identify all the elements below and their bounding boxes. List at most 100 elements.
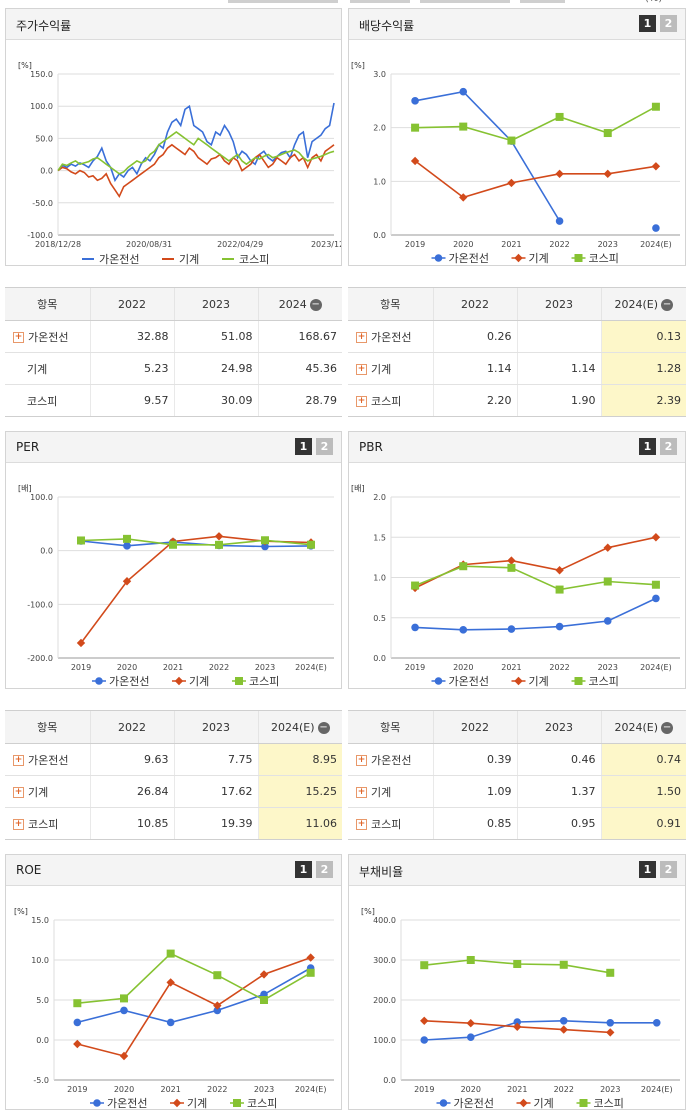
industry-point: [651, 533, 661, 542]
expand-icon[interactable]: +: [356, 332, 367, 343]
header-label: 항목: [37, 298, 58, 311]
roe-panel: ROE 1 2 [%] 15.0 10.0 5.0 0.0 -5.0 2019 2020 202…: [5, 854, 342, 1110]
collapse-icon[interactable]: −: [317, 721, 330, 734]
value-cell: 1.14: [432, 352, 517, 385]
collapse-icon[interactable]: −: [661, 298, 674, 311]
kospi-point: [603, 129, 612, 138]
expand-icon[interactable]: +: [13, 332, 24, 343]
header-label: 2023: [202, 297, 230, 311]
legend-label: 가온전선: [109, 675, 149, 688]
table-row: + 코스피 2.20 1.90 2.39: [348, 384, 686, 417]
x-tick-label: 2020: [453, 240, 473, 249]
y-tick-label: 200.0: [373, 996, 396, 1005]
legend-marker: [233, 1099, 241, 1107]
collapse-icon[interactable]: −: [309, 298, 322, 311]
row-label-cell: + 가온전선: [5, 320, 90, 353]
value-cell: 5.23: [89, 352, 174, 385]
company-point: [459, 87, 468, 96]
header-year: 2023: [173, 710, 258, 744]
expand-icon[interactable]: +: [356, 755, 367, 766]
y-tick-label: 100.0: [373, 1036, 396, 1045]
industry-point: [555, 566, 564, 575]
x-tick-label: 2024(E): [640, 663, 672, 672]
collapse-icon[interactable]: −: [661, 721, 674, 734]
top-stub-bar: [420, 0, 510, 3]
dividend-yield-table: 항목 2022 2023 2024(E) − + 가온전선 0.26 0.13 + 기계 1.14 1.…: [348, 287, 686, 417]
expand-icon[interactable]: +: [356, 396, 367, 407]
view-1-button[interactable]: 1: [639, 861, 656, 878]
value-cell: 15.25: [257, 775, 342, 808]
row-label: 가온전선: [28, 753, 69, 767]
industry-point: [420, 1016, 429, 1025]
y-tick-label: 400.0: [373, 916, 396, 925]
expand-icon[interactable]: +: [356, 787, 367, 798]
legend-label: 가온전선: [449, 675, 489, 688]
expand-icon[interactable]: +: [13, 787, 24, 798]
value-cell: 0.13: [600, 320, 686, 353]
roe-chart: [%]15.0 10.0 5.0 0.0 -5.0 2019 2020 2021 2022 202…: [14, 907, 334, 1110]
y-tick-label: -100.0: [27, 600, 53, 609]
row-label-cell: + 기계: [348, 775, 433, 808]
header-year: 2022: [89, 287, 174, 321]
x-tick-label: 2022: [209, 663, 229, 672]
expand-icon[interactable]: +: [13, 819, 24, 830]
x-tick-label: 2022: [207, 1085, 227, 1094]
x-tick-label: 2018/12/28: [35, 240, 81, 249]
view-1-button[interactable]: 1: [295, 438, 312, 455]
value-cell: 0.26: [432, 320, 517, 353]
view-1-button[interactable]: 1: [639, 438, 656, 455]
view-2-button[interactable]: 2: [316, 438, 333, 455]
header-label: 항목: [380, 721, 401, 734]
y-tick-label: 1.0: [373, 574, 386, 583]
y-tick-label: 0.0: [373, 231, 386, 240]
value-cell: 1.28: [600, 352, 686, 385]
panel-title: PER: [16, 440, 40, 454]
x-tick-label: 2022/04/29: [217, 240, 263, 249]
top-stub-bar: [228, 0, 338, 3]
table-row: + 가온전선 32.88 51.08 168.67: [5, 320, 342, 353]
legend-label: 가온전선: [454, 1097, 494, 1110]
kospi-point: [213, 971, 222, 980]
industry-point: [555, 169, 564, 179]
industry-point: [507, 178, 516, 188]
view-1-button[interactable]: 1: [639, 15, 656, 32]
industry-point: [166, 978, 175, 987]
company-point: [555, 217, 564, 225]
top-stub-label: (%): [645, 0, 662, 4]
pbr-table: 항목 2022 2023 2024(E) − + 가온전선 0.39 0.46 0.74 + 기계 1.…: [348, 710, 686, 840]
value-cell: [516, 320, 601, 353]
header-year: 2024(E) −: [600, 287, 686, 321]
kospi-point: [603, 577, 612, 586]
legend-label: 코스피: [239, 253, 269, 266]
top-stub-bar: [350, 0, 410, 3]
kospi-point: [651, 102, 660, 111]
industry-series-line: [77, 956, 311, 1057]
view-2-button[interactable]: 2: [660, 438, 677, 455]
view-2-button[interactable]: 2: [316, 861, 333, 878]
kospi-point: [507, 563, 516, 572]
row-label: 가온전선: [371, 330, 412, 344]
company-point: [652, 1019, 661, 1027]
view-1-button[interactable]: 1: [295, 861, 312, 878]
company-series-line: [414, 90, 561, 222]
value-cell: 30.09: [173, 384, 258, 417]
row-label: 기계: [28, 785, 49, 799]
legend-marker: [172, 1098, 182, 1108]
value-cell: 1.90: [516, 384, 601, 417]
view-2-button[interactable]: 2: [660, 15, 677, 32]
view-2-button[interactable]: 2: [660, 861, 677, 878]
x-tick-label: 2019: [71, 663, 91, 672]
legend-marker: [434, 677, 443, 685]
header-year: 2022: [432, 710, 517, 744]
header-label: 항목: [380, 298, 401, 311]
industry-point: [73, 1039, 82, 1049]
expand-icon[interactable]: +: [356, 364, 367, 375]
company-point: [459, 626, 468, 634]
panel-title: 배당수익률: [359, 19, 415, 33]
expand-icon[interactable]: +: [13, 755, 24, 766]
x-tick-label: 2024(E): [295, 1085, 327, 1094]
expand-icon[interactable]: +: [356, 819, 367, 830]
kospi-point: [120, 994, 128, 1003]
kospi-series-line: [77, 952, 312, 1004]
value-cell: 45.36: [257, 352, 342, 385]
